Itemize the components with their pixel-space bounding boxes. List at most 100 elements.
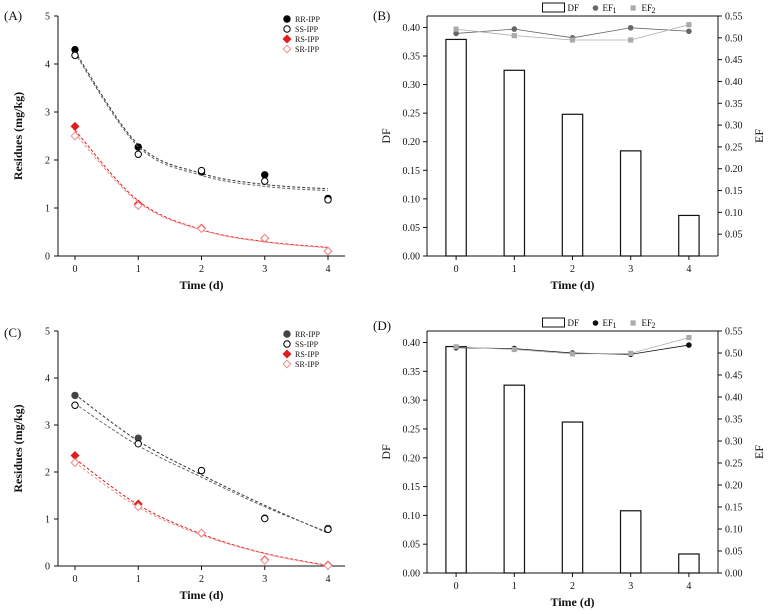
y2-tick-label: 0.40 bbox=[725, 393, 743, 404]
legend-label: RS-IPP bbox=[295, 350, 320, 359]
ef-point-ef2 bbox=[569, 37, 576, 43]
y2-tick-label: 0.25 bbox=[725, 459, 743, 470]
y2-tick-label: 0.30 bbox=[725, 437, 743, 448]
ef-point-ef1 bbox=[686, 342, 692, 348]
y2-tick-label: 0.15 bbox=[725, 186, 743, 197]
legend-label: RR-IPP bbox=[295, 15, 320, 24]
x-tick-label: 2 bbox=[570, 581, 575, 592]
fit-curve-ss-ipp bbox=[74, 403, 329, 533]
fit-curve-rr-ipp bbox=[74, 394, 329, 534]
x-tick-label: 0 bbox=[454, 264, 459, 275]
y-tick-label: 0.15 bbox=[403, 166, 421, 177]
ef-point-ef1 bbox=[686, 28, 692, 35]
legend-label: RR-IPP bbox=[295, 330, 320, 339]
y-axis-label: Residues (mg/kg) bbox=[11, 92, 25, 180]
y-tick-label: 0.05 bbox=[403, 540, 421, 551]
data-point-sr-ipp bbox=[133, 201, 143, 211]
legend-label: EF bbox=[642, 3, 653, 13]
y-tick-label: 0.25 bbox=[403, 109, 421, 120]
bar-df bbox=[445, 345, 467, 574]
panel-label: (A) bbox=[4, 8, 22, 23]
x-axis-label: Time (d) bbox=[179, 278, 223, 292]
y-tick-label: 0 bbox=[45, 252, 50, 263]
legend-marker-ef2 bbox=[630, 320, 636, 326]
data-point-ss-ipp bbox=[134, 440, 142, 448]
x-tick-label: 3 bbox=[628, 581, 633, 592]
y-tick-label: 0 bbox=[45, 562, 50, 573]
legend-label: EF bbox=[642, 318, 653, 328]
y-tick-label: 1 bbox=[45, 204, 50, 215]
legend-marker-df bbox=[542, 2, 565, 13]
x-tick-label: 3 bbox=[628, 264, 633, 275]
x-tick-label: 0 bbox=[454, 581, 459, 592]
x-tick-label: 1 bbox=[512, 264, 517, 275]
data-point-rs-ipp bbox=[70, 121, 80, 131]
data-point-sr-ipp bbox=[260, 555, 270, 565]
x-tick-label: 2 bbox=[570, 264, 575, 275]
x-tick-label: 3 bbox=[262, 264, 267, 275]
legend-marker-sr-ipp bbox=[282, 359, 292, 369]
legend-subscript: 1 bbox=[613, 6, 617, 15]
data-point-ss-ipp bbox=[134, 150, 142, 158]
x-tick-label: 0 bbox=[73, 264, 78, 275]
legend-marker-ef1 bbox=[592, 320, 599, 326]
data-point-sr-ipp bbox=[70, 458, 80, 468]
y2-tick-label: 0.45 bbox=[725, 55, 743, 66]
y-tick-label: 1 bbox=[45, 515, 50, 526]
legend-label: DF bbox=[568, 318, 580, 328]
y-tick-label: 0.40 bbox=[403, 338, 421, 349]
data-point-ss-ipp bbox=[197, 166, 206, 175]
x-tick-label: 1 bbox=[136, 264, 141, 275]
chart-panel-d: 0.00 0.05 0.10 0.15 0.20 0.25 0.30 0.35 0.40 0.00… bbox=[373, 317, 766, 609]
fit-curve-ss-ipp bbox=[74, 53, 329, 192]
bar-df bbox=[561, 421, 584, 574]
y-tick-label: 0.20 bbox=[403, 137, 421, 148]
y-tick-label: 5 bbox=[45, 327, 50, 338]
legend-label: SR-IPP bbox=[295, 360, 320, 369]
bar-df bbox=[678, 214, 700, 257]
legend-subscript: 2 bbox=[652, 6, 656, 15]
y-axis-label: Residues (mg/kg) bbox=[11, 404, 25, 492]
fit-curve-rs-ipp bbox=[74, 458, 329, 567]
y-tick-label: 0.00 bbox=[403, 252, 421, 263]
y-tick-label: 3 bbox=[45, 421, 50, 432]
y-tick-label: 0.35 bbox=[403, 367, 421, 378]
legend-marker-sr-ipp bbox=[282, 44, 292, 54]
legend-label: DF bbox=[568, 3, 580, 13]
y2-tick-label: 0.55 bbox=[725, 327, 743, 338]
ef-point-ef2 bbox=[453, 344, 459, 350]
panel-label: (C) bbox=[4, 325, 21, 340]
data-point-ss-ipp bbox=[71, 51, 79, 60]
y2-tick-label: 0.35 bbox=[725, 99, 743, 110]
data-point-sr-ipp bbox=[196, 224, 207, 234]
y2-axis-label: EF bbox=[752, 129, 766, 143]
ef-point-ef2 bbox=[686, 335, 692, 341]
x-tick-label: 4 bbox=[326, 574, 331, 585]
data-point-ss-ipp bbox=[261, 514, 269, 523]
y-tick-label: 0.00 bbox=[403, 569, 421, 580]
data-point-ss-ipp bbox=[71, 401, 79, 409]
legend-marker-rr-ipp bbox=[283, 15, 291, 23]
panel-label: (B) bbox=[373, 8, 390, 23]
bar-df bbox=[678, 553, 700, 574]
data-point-sr-ipp bbox=[196, 528, 207, 538]
x-tick-label: 1 bbox=[512, 581, 517, 592]
y-tick-label: 2 bbox=[45, 468, 50, 479]
y-tick-label: 0.30 bbox=[403, 80, 421, 91]
y-tick-label: 0.20 bbox=[403, 453, 421, 464]
ef-point-ef2 bbox=[511, 33, 517, 39]
legend-marker-rs-ipp bbox=[282, 34, 292, 44]
bar-df bbox=[561, 113, 584, 257]
y2-tick-label: 0.20 bbox=[725, 481, 743, 492]
ef-point-ef2 bbox=[511, 346, 517, 353]
x-axis-label: Time (d) bbox=[550, 595, 594, 609]
y-tick-label: 4 bbox=[45, 374, 50, 385]
data-point-ss-ipp bbox=[197, 466, 206, 475]
y2-tick-label: 0.25 bbox=[725, 142, 743, 153]
y2-tick-label: 0.10 bbox=[725, 525, 743, 536]
y-tick-label: 0.15 bbox=[403, 482, 421, 493]
y-tick-label: 3 bbox=[45, 108, 50, 119]
chart-panel-c: 0 1 2 3 4 5 0 1 2 3 4 Time (d) Residues (mg/kg) (C) RR… bbox=[4, 325, 345, 602]
y-tick-label: 0.30 bbox=[403, 396, 421, 407]
legend-marker-ef2 bbox=[630, 5, 636, 11]
